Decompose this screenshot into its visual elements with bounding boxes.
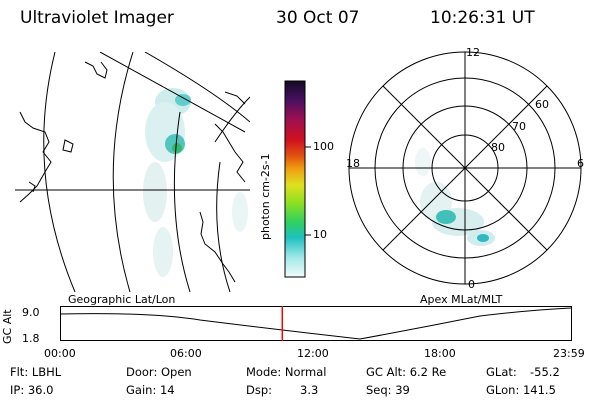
colorbar bbox=[284, 80, 311, 278]
altitude-xtick-0600: 06:00 bbox=[170, 347, 202, 360]
colorbar-tick-10: 10 bbox=[313, 228, 327, 241]
status-seq: Seq: 39 bbox=[366, 383, 410, 397]
geo-map-title: Geographic Lat/Lon bbox=[68, 293, 176, 306]
status-flt: Flt: LBHL bbox=[10, 365, 62, 379]
coastlines bbox=[19, 61, 246, 283]
graticule bbox=[15, 52, 250, 292]
status-dsp-label: Dsp: bbox=[246, 383, 273, 397]
altitude-xtick-1200: 12:00 bbox=[297, 347, 329, 360]
status-gc-alt: GC Alt: 6.2 Re bbox=[366, 365, 447, 379]
mlt-label-12: 12 bbox=[466, 46, 480, 59]
status-dsp-value: 3.3 bbox=[300, 383, 319, 397]
lat-label-80: 80 bbox=[491, 141, 505, 154]
status-door: Door: Open bbox=[126, 365, 192, 379]
altitude-ylabel: GC Alt bbox=[1, 309, 14, 344]
instrument-title: Ultraviolet Imager bbox=[20, 8, 174, 28]
mlt-label-18: 18 bbox=[346, 157, 360, 170]
altitude-ytick-bottom: 1.8 bbox=[22, 332, 40, 345]
colorbar-tick-100: 100 bbox=[313, 140, 334, 153]
mlt-label-0: 0 bbox=[468, 278, 475, 291]
polar-plot bbox=[348, 51, 582, 285]
altitude-xtick-1800: 18:00 bbox=[424, 347, 456, 360]
status-mode: Mode: Normal bbox=[246, 365, 327, 379]
geographic-map bbox=[15, 52, 250, 292]
lat-label-60: 60 bbox=[535, 98, 549, 111]
mlt-label-6: 6 bbox=[577, 157, 584, 170]
altitude-xtick-0000: 00:00 bbox=[44, 347, 76, 360]
date-label: 30 Oct 07 bbox=[276, 8, 360, 28]
altitude-plot bbox=[60, 306, 572, 341]
altitude-curve bbox=[60, 307, 572, 340]
lat-label-70: 70 bbox=[512, 120, 526, 133]
time-label: 10:26:31 UT bbox=[430, 8, 535, 28]
status-glon: GLon: 141.5 bbox=[486, 383, 556, 397]
altitude-ytick-top: 9.0 bbox=[22, 306, 40, 319]
status-ip: IP: 36.0 bbox=[10, 383, 54, 397]
status-glat-label: GLat: bbox=[486, 365, 517, 379]
status-glat-value: -55.2 bbox=[530, 365, 560, 379]
status-gain: Gain: 14 bbox=[126, 383, 175, 397]
aurora-emission-geo bbox=[143, 88, 248, 277]
colorbar-label: photon cm-2s-1 bbox=[259, 153, 272, 240]
polar-plot-title: Apex MLat/MLT bbox=[420, 293, 503, 306]
aurora-emission-polar bbox=[415, 148, 495, 246]
altitude-xtick-2359: 23:59 bbox=[553, 347, 585, 360]
